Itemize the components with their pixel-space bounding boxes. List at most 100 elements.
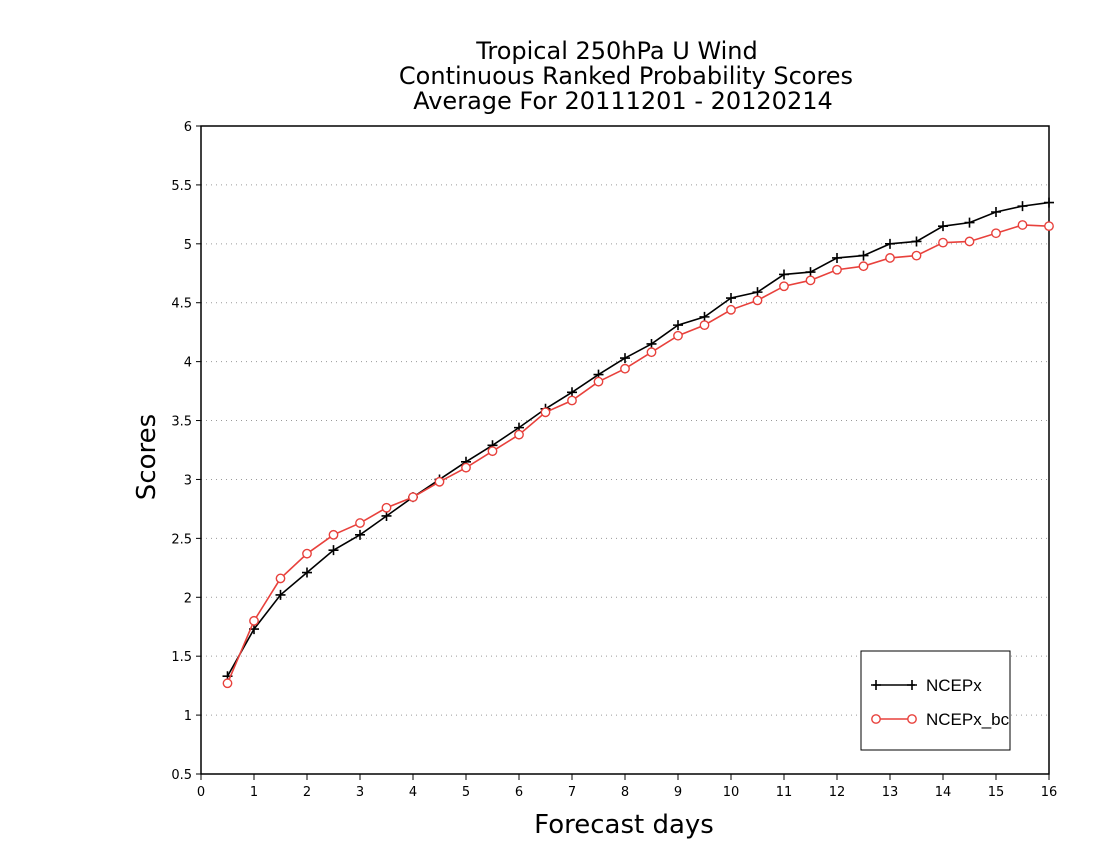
title-line-1: Tropical 250hPa U Wind bbox=[475, 37, 758, 65]
y-tick-label: 3.5 bbox=[171, 415, 192, 430]
data-point-plus bbox=[275, 589, 286, 600]
data-point-plus bbox=[567, 387, 577, 398]
grid bbox=[201, 184, 1049, 716]
x-tick-label: 2 bbox=[303, 785, 311, 800]
data-point-circle bbox=[514, 429, 524, 440]
data-point-circle bbox=[646, 347, 657, 358]
data-point-circle bbox=[408, 492, 418, 503]
data-point-plus bbox=[699, 311, 710, 322]
legend-label: NCEPx_bc bbox=[926, 710, 1010, 729]
data-point-circle bbox=[752, 295, 763, 306]
data-point-circle bbox=[222, 678, 233, 689]
data-point-plus bbox=[355, 529, 365, 540]
y-tick-label: 5 bbox=[184, 238, 192, 253]
y-tick-label: 5.5 bbox=[171, 179, 192, 194]
data-point-circle bbox=[540, 407, 551, 418]
legend-marker bbox=[871, 680, 881, 690]
x-tick-label: 11 bbox=[776, 785, 793, 800]
y-tick-label: 4 bbox=[184, 356, 192, 371]
data-point-plus bbox=[752, 287, 763, 298]
data-point-plus bbox=[620, 353, 630, 364]
legend-item: NCEPx_bc bbox=[871, 710, 1010, 729]
data-point-circle bbox=[620, 363, 630, 374]
data-point-plus bbox=[726, 293, 736, 304]
data-point-plus bbox=[938, 221, 948, 232]
legend-marker bbox=[907, 680, 917, 690]
data-point-circle bbox=[1044, 221, 1054, 232]
x-tick-label: 14 bbox=[935, 785, 952, 800]
y-tick-label: 3 bbox=[184, 473, 192, 488]
data-point-circle bbox=[699, 320, 710, 331]
legend: NCEPx NCEPx_bc bbox=[860, 650, 1011, 751]
y-tick-label: 4.5 bbox=[171, 297, 192, 312]
data-point-circle bbox=[673, 330, 683, 341]
series-line bbox=[226, 224, 1050, 684]
x-tick-label: 5 bbox=[462, 785, 470, 800]
data-point-circle bbox=[779, 281, 789, 292]
data-point-plus bbox=[646, 338, 657, 349]
data-point-circle bbox=[858, 261, 869, 272]
data-point-circle bbox=[593, 376, 604, 387]
series-lines bbox=[222, 197, 1054, 689]
data-point-circle bbox=[911, 250, 922, 261]
x-tick-label: 9 bbox=[674, 785, 682, 800]
legend-marker bbox=[907, 714, 917, 724]
y-tick-label: 1 bbox=[184, 709, 192, 724]
data-point-plus bbox=[885, 238, 895, 249]
data-point-plus bbox=[832, 252, 842, 263]
y-tick-label: 2 bbox=[184, 591, 192, 606]
x-axis-title: Forecast days bbox=[534, 810, 714, 840]
x-tick-label: 16 bbox=[1041, 785, 1058, 800]
chart-title: Tropical 250hPa U Wind Continuous Ranked… bbox=[399, 37, 853, 115]
x-tick-label: 1 bbox=[250, 785, 258, 800]
data-point-circle bbox=[302, 548, 312, 559]
data-point-circle bbox=[567, 395, 577, 406]
x-tick-label: 8 bbox=[621, 785, 629, 800]
data-point-circle bbox=[381, 502, 392, 513]
data-point-circle bbox=[726, 304, 736, 315]
x-tick-label: 13 bbox=[882, 785, 899, 800]
y-tick-label: 0.5 bbox=[171, 768, 192, 783]
data-point-circle bbox=[461, 462, 471, 473]
y-tick-label: 6 bbox=[184, 120, 192, 135]
data-point-circle bbox=[434, 476, 445, 487]
data-point-circle bbox=[275, 573, 286, 584]
series-ncepx bbox=[222, 197, 1054, 682]
data-point-plus bbox=[911, 236, 922, 247]
data-point-plus bbox=[1017, 201, 1028, 212]
data-point-plus bbox=[858, 250, 869, 261]
axis-ticks: 0.511.522.533.544.555.560 1 2 3 4 5 6 7 8 9 10 11 12… bbox=[171, 120, 1057, 800]
data-point-circle bbox=[1017, 220, 1028, 230]
data-point-circle bbox=[487, 446, 498, 457]
data-point-circle bbox=[964, 236, 975, 247]
legend-label: NCEPx bbox=[926, 676, 982, 695]
data-point-plus bbox=[328, 545, 339, 556]
data-point-circle bbox=[938, 237, 948, 248]
y-axis-title: Scores bbox=[132, 414, 162, 500]
legend-box bbox=[860, 650, 1011, 751]
x-tick-label: 7 bbox=[568, 785, 576, 800]
data-point-circle bbox=[249, 615, 259, 626]
data-point-plus bbox=[1044, 197, 1054, 208]
legend-marker bbox=[871, 714, 881, 724]
data-point-plus bbox=[964, 217, 975, 228]
data-point-plus bbox=[381, 510, 392, 521]
data-point-circle bbox=[832, 264, 842, 275]
x-tick-label: 3 bbox=[356, 785, 364, 800]
x-tick-label: 12 bbox=[829, 785, 846, 800]
x-tick-label: 6 bbox=[515, 785, 523, 800]
title-line-2: Continuous Ranked Probability Scores bbox=[399, 62, 853, 90]
y-tick-label: 1.5 bbox=[171, 650, 192, 665]
data-point-plus bbox=[805, 267, 816, 278]
series-line bbox=[226, 201, 1050, 677]
data-point-circle bbox=[885, 253, 895, 263]
data-point-plus bbox=[673, 320, 683, 331]
data-point-circle bbox=[991, 228, 1001, 239]
title-line-3: Average For 20111201 - 20120214 bbox=[413, 87, 833, 115]
data-point-plus bbox=[991, 207, 1001, 218]
legend-item: NCEPx bbox=[871, 676, 982, 695]
data-point-plus bbox=[779, 269, 789, 280]
y-tick-label: 2.5 bbox=[171, 532, 192, 547]
series-ncepx-bc bbox=[222, 220, 1054, 689]
